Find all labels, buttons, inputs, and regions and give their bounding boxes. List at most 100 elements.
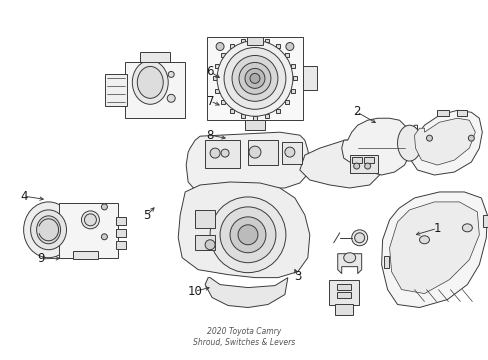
Bar [116, 241, 126, 249]
Ellipse shape [217, 41, 292, 116]
Bar [351, 157, 361, 163]
Ellipse shape [351, 230, 367, 246]
Ellipse shape [81, 211, 99, 229]
Text: 6: 6 [206, 65, 214, 78]
Ellipse shape [101, 204, 107, 210]
Text: 2: 2 [352, 105, 360, 118]
Bar [247, 140, 277, 165]
Polygon shape [407, 110, 481, 175]
Ellipse shape [353, 163, 359, 169]
Bar [140, 53, 170, 62]
Ellipse shape [238, 225, 258, 245]
Ellipse shape [397, 125, 421, 161]
Ellipse shape [210, 197, 285, 273]
Bar [195, 210, 215, 228]
Bar [116, 229, 126, 237]
Text: 1: 1 [432, 222, 440, 235]
Ellipse shape [239, 62, 270, 94]
Polygon shape [204, 278, 287, 307]
Ellipse shape [468, 135, 473, 141]
Bar [482, 215, 488, 227]
Ellipse shape [220, 207, 275, 263]
Ellipse shape [168, 71, 174, 77]
Text: 2020 Toyota Camry
Shroud, Switches & Levers: 2020 Toyota Camry Shroud, Switches & Lev… [193, 327, 295, 347]
Bar [290, 64, 294, 68]
Polygon shape [389, 202, 478, 293]
Ellipse shape [216, 42, 224, 50]
Text: 10: 10 [187, 285, 202, 298]
Bar [252, 116, 256, 120]
Ellipse shape [249, 73, 260, 84]
Ellipse shape [229, 217, 265, 253]
Bar [105, 75, 127, 106]
Text: 4: 4 [20, 190, 28, 203]
Text: 5: 5 [143, 209, 150, 222]
Ellipse shape [426, 135, 431, 141]
Bar [285, 100, 288, 104]
Bar [73, 251, 98, 259]
Bar [265, 114, 269, 118]
Ellipse shape [285, 147, 294, 157]
Ellipse shape [204, 240, 215, 250]
Polygon shape [178, 182, 309, 278]
Text: 7: 7 [206, 95, 214, 108]
Ellipse shape [244, 68, 264, 88]
Ellipse shape [248, 146, 261, 158]
Polygon shape [341, 118, 411, 175]
Bar [125, 62, 185, 118]
Bar [334, 303, 352, 315]
Ellipse shape [167, 94, 175, 102]
Bar [246, 37, 263, 45]
Bar [363, 157, 373, 163]
Bar [276, 44, 280, 48]
Bar [336, 284, 350, 289]
Bar [220, 53, 224, 57]
Bar [285, 53, 288, 57]
Bar [213, 76, 217, 80]
Bar [240, 114, 244, 118]
Bar [276, 109, 280, 113]
Text: 9: 9 [37, 252, 44, 265]
Bar [437, 110, 448, 116]
Bar [349, 155, 377, 173]
Bar [265, 39, 269, 42]
Polygon shape [381, 192, 487, 307]
Polygon shape [337, 254, 361, 274]
Ellipse shape [285, 42, 293, 50]
Bar [302, 67, 316, 90]
Bar [220, 100, 224, 104]
Bar [456, 110, 467, 116]
Bar [281, 142, 301, 164]
Ellipse shape [137, 67, 163, 98]
Ellipse shape [210, 148, 220, 158]
Text: 8: 8 [206, 129, 214, 142]
Bar [204, 140, 240, 168]
Polygon shape [299, 140, 381, 188]
Ellipse shape [419, 236, 428, 244]
Text: 3: 3 [294, 270, 301, 283]
Polygon shape [414, 118, 474, 165]
Bar [195, 235, 215, 250]
Ellipse shape [37, 216, 61, 244]
Bar [229, 44, 233, 48]
Bar [215, 89, 219, 93]
Ellipse shape [232, 55, 277, 101]
Bar [244, 120, 264, 130]
Bar [328, 280, 358, 305]
Bar [229, 109, 233, 113]
Ellipse shape [462, 224, 471, 232]
Polygon shape [186, 132, 309, 190]
Bar [207, 37, 302, 120]
Bar [116, 217, 126, 225]
Bar [292, 76, 296, 80]
Bar [240, 39, 244, 42]
Ellipse shape [132, 60, 168, 104]
Bar [336, 292, 350, 298]
Ellipse shape [343, 253, 355, 263]
Bar [290, 89, 294, 93]
Ellipse shape [221, 149, 228, 157]
Bar [252, 37, 256, 41]
Ellipse shape [23, 202, 73, 258]
Ellipse shape [31, 210, 66, 250]
Ellipse shape [354, 233, 364, 243]
